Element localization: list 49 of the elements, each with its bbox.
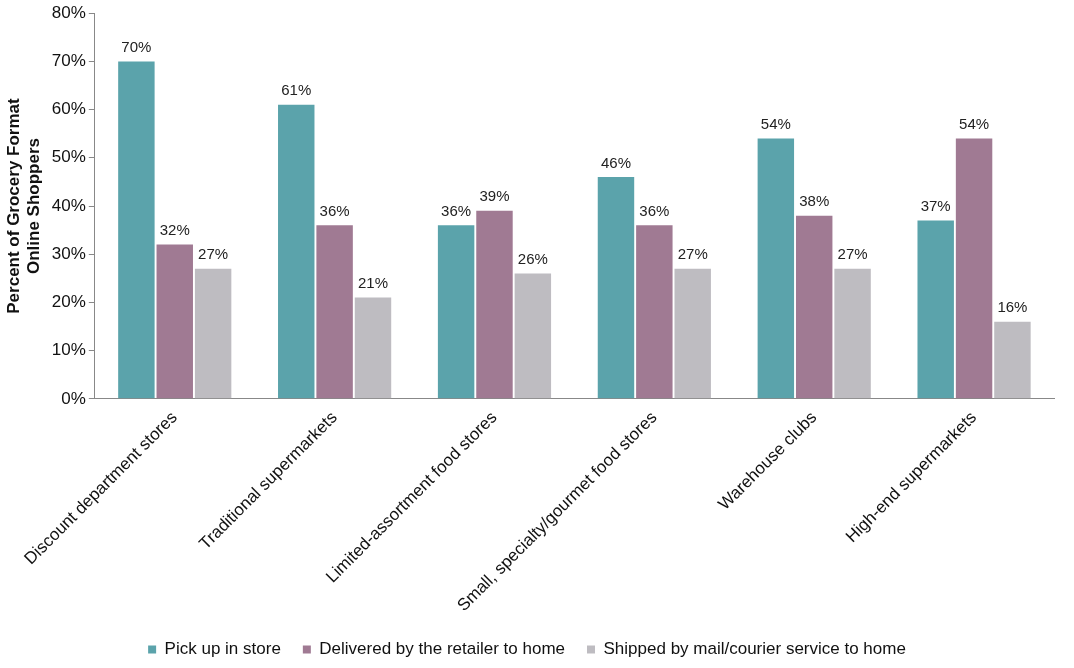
bar	[476, 210, 513, 399]
data-label: 26%	[517, 250, 548, 268]
bar	[156, 244, 193, 399]
bar	[316, 225, 353, 399]
bar	[118, 61, 155, 399]
data-label: 27%	[837, 245, 868, 263]
data-label: 36%	[441, 201, 472, 219]
data-label: 54%	[959, 115, 990, 133]
data-label: 16%	[997, 298, 1028, 316]
y-tick-label: 10%	[51, 340, 86, 360]
data-label: 21%	[357, 274, 388, 292]
y-axis-title: Percent of Grocery Format Online Shoppers	[3, 97, 44, 314]
bar	[795, 215, 833, 399]
data-label: 36%	[319, 201, 350, 219]
legend-label: Shipped by mail/courier service to home	[603, 639, 906, 659]
data-label: 70%	[121, 38, 152, 56]
data-label: 36%	[639, 201, 670, 219]
legend-label: Pick up in store	[164, 639, 281, 659]
bar	[354, 297, 392, 399]
legend-label: Delivered by the retailer to home	[319, 639, 566, 659]
bar	[955, 138, 993, 399]
bar	[917, 220, 954, 399]
bar	[278, 104, 315, 399]
bar	[636, 225, 673, 399]
y-tick-label: 0%	[61, 388, 86, 408]
y-tick-label: 40%	[51, 195, 86, 215]
y-tick-label: 80%	[51, 2, 86, 22]
data-label: 27%	[677, 245, 708, 263]
y-tick-label: 70%	[51, 51, 86, 71]
data-label: 37%	[920, 197, 951, 215]
data-label: 61%	[281, 81, 312, 99]
data-label: 46%	[600, 153, 631, 171]
bar	[834, 268, 871, 399]
data-label: 38%	[799, 192, 830, 210]
bar	[757, 138, 795, 399]
bar	[674, 268, 711, 399]
bar	[437, 225, 475, 399]
y-tick-label: 50%	[51, 147, 86, 167]
bar	[194, 268, 232, 399]
data-label: 39%	[479, 187, 510, 205]
bar	[994, 321, 1031, 399]
data-label: 32%	[159, 221, 190, 239]
data-label: 54%	[760, 115, 791, 133]
y-tick-label: 60%	[51, 99, 86, 119]
bar	[514, 273, 552, 399]
data-label: 27%	[198, 245, 229, 263]
y-tick-label: 20%	[51, 292, 86, 312]
y-tick-label: 30%	[51, 243, 86, 263]
bar	[597, 177, 635, 399]
